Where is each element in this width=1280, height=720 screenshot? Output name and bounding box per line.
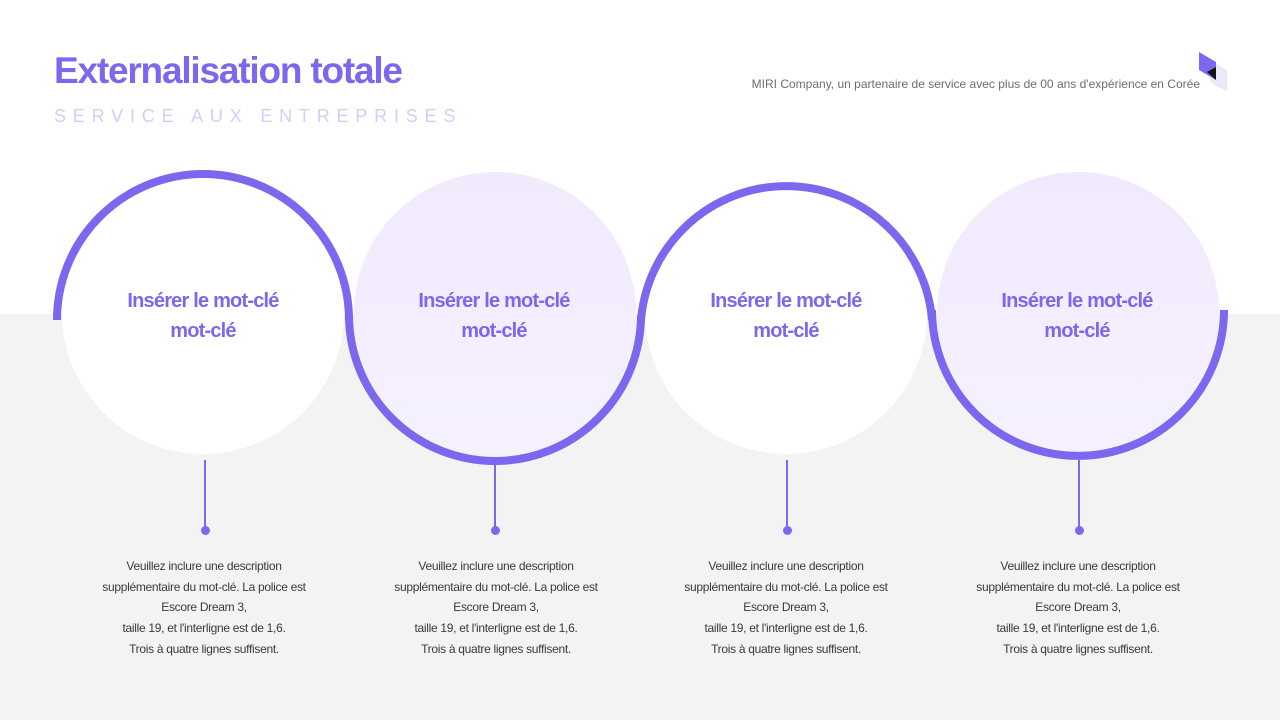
step-stem-2 bbox=[494, 460, 496, 530]
step-circle-2 bbox=[354, 172, 636, 454]
step-keyword-2: Insérer le mot-clé mot-clé bbox=[418, 290, 570, 342]
arc-top-3 bbox=[637, 182, 936, 321]
arc-top-1 bbox=[53, 170, 353, 321]
step-description-1: Veuillez inclure une description suppléme… bbox=[102, 559, 306, 656]
step-keyword-1: Insérer le mot-clé mot-clé bbox=[127, 290, 279, 342]
step-description-4: Veuillez inclure une description suppléme… bbox=[976, 559, 1180, 656]
step-stem-4 bbox=[1078, 460, 1080, 530]
company-tagline: MIRI Company, un partenaire de service a… bbox=[751, 77, 1200, 91]
step-circle-1 bbox=[62, 172, 344, 454]
step-dot-4 bbox=[1074, 526, 1084, 535]
step-circle-4 bbox=[937, 172, 1219, 454]
step-dot-1 bbox=[200, 526, 210, 535]
step-description-3: Veuillez inclure une description suppléme… bbox=[684, 559, 888, 656]
step-keyword-4: Insérer le mot-clé mot-clé bbox=[1001, 290, 1153, 342]
step-stem-3 bbox=[786, 460, 788, 530]
step-stem-1 bbox=[204, 460, 206, 530]
step-keyword-3: Insérer le mot-clé mot-clé bbox=[710, 290, 862, 342]
page-subtitle: SERVICE AUX ENTREPRISES bbox=[54, 106, 463, 126]
arc-bottom-4 bbox=[928, 309, 1228, 460]
logo-icon bbox=[1199, 52, 1227, 92]
step-dot-3 bbox=[782, 526, 792, 535]
step-dot-2 bbox=[490, 526, 500, 535]
page-title: Externalisation totale bbox=[54, 50, 403, 91]
step-description-2: Veuillez inclure une description suppléme… bbox=[394, 559, 598, 656]
